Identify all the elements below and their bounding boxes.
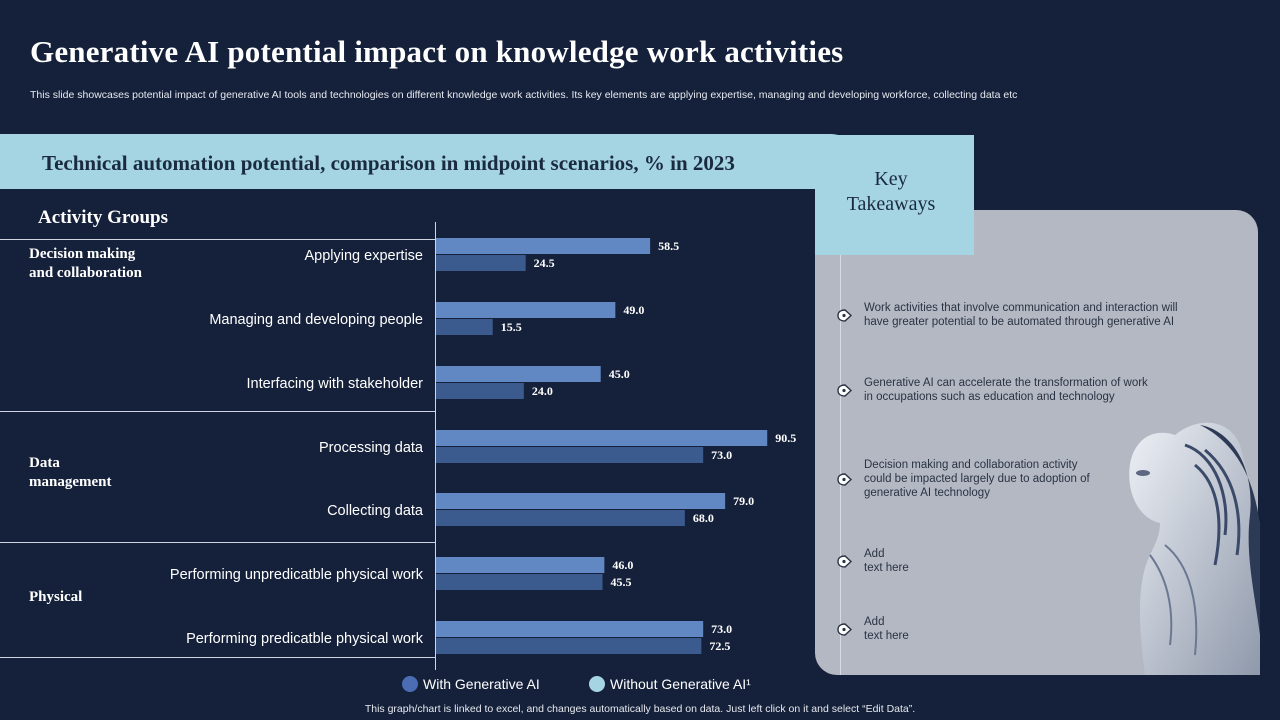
group-label-line: Decision making (29, 246, 136, 262)
data-label: 15.5 (501, 320, 522, 334)
category-label: Managing and developing people (209, 312, 423, 328)
chart-title: Technical automation potential, comparis… (42, 151, 735, 175)
takeaway-text: in occupations such as education and tec… (864, 391, 1115, 403)
group-label-data: Data management (29, 454, 199, 492)
group-divider (0, 542, 436, 543)
group-label-line: Physical (29, 589, 83, 605)
takeaway-text: Decision making and collaboration activi… (864, 459, 1078, 471)
category-label: Performing predicatble physical work (186, 631, 424, 647)
data-label: 49.0 (623, 303, 644, 317)
bullet-pointer-icon (837, 473, 853, 486)
key-takeaways-line: Key (874, 168, 908, 190)
takeaway-text: Add (864, 548, 885, 560)
category-label: Applying expertise (305, 248, 424, 264)
category-label: Collecting data (327, 503, 424, 519)
bar-with-ai (436, 493, 726, 509)
data-label: 73.0 (711, 622, 732, 636)
takeaway-text: text here (864, 630, 909, 642)
data-label: 46.0 (612, 558, 633, 572)
group-divider (0, 657, 436, 658)
bar-with-ai (436, 238, 651, 254)
takeaway-text: could be impacted largely due to adoptio… (864, 473, 1090, 485)
data-label: 90.5 (775, 431, 796, 445)
bar-with-ai (436, 557, 605, 573)
data-label: 68.0 (693, 511, 714, 525)
bar-without-ai (436, 510, 685, 526)
bullet-pointer-icon (837, 384, 853, 397)
takeaway-text: have greater potential to be automated t… (864, 316, 1175, 328)
bar-without-ai (436, 447, 704, 463)
data-label: 72.5 (709, 639, 730, 653)
chart-banner (0, 134, 858, 189)
data-label: 45.0 (609, 367, 630, 381)
legend-swatch-with-ai (402, 676, 418, 692)
takeaway-text: Add (864, 616, 885, 628)
data-label: 24.5 (534, 256, 555, 270)
bar-without-ai (436, 255, 526, 271)
bullet-pointer-icon (837, 623, 853, 636)
bullet-pointer-icon (837, 309, 853, 322)
takeaway-item: Generative AI can accelerate the transfo… (864, 376, 1148, 404)
takeaway-text: generative AI technology (864, 487, 990, 499)
bar-without-ai (436, 574, 603, 590)
group-label-physical: Physical (29, 588, 199, 607)
group-divider (0, 239, 436, 240)
data-label: 73.0 (711, 448, 732, 462)
takeaway-text: Work activities that involve communicati… (864, 302, 1178, 314)
group-divider (0, 411, 436, 412)
bar-chart: Applying expertise 58.5 24.5 Managing and d… (170, 238, 796, 654)
group-label-line: and collaboration (29, 265, 142, 281)
slide-title: Generative AI potential impact on knowle… (30, 34, 844, 69)
takeaways-timeline (840, 255, 841, 675)
category-label: Processing data (319, 440, 424, 456)
bar-with-ai (436, 430, 768, 446)
bar-with-ai (436, 621, 704, 637)
bullet-pointer-icon (837, 555, 853, 568)
takeaway-item: Work activities that involve communicati… (864, 301, 1178, 329)
bar-without-ai (436, 638, 702, 654)
takeaway-text: Generative AI can accelerate the transfo… (864, 377, 1148, 389)
key-takeaways-header (815, 135, 974, 255)
legend-item-with-ai: With Generative AI (402, 676, 540, 692)
key-takeaways-title: Key Takeaways (815, 167, 967, 217)
takeaway-item: Decision making and collaboration activi… (864, 458, 1090, 500)
takeaway-item: Add text here (864, 547, 909, 575)
activity-groups-heading: Activity Groups (38, 207, 169, 228)
data-label: 58.5 (658, 239, 679, 253)
group-label-line: management (29, 474, 112, 490)
bar-without-ai (436, 319, 493, 335)
takeaway-item: Add text here (864, 615, 909, 643)
group-label-line: Data (29, 455, 60, 471)
bar-with-ai (436, 366, 601, 382)
key-takeaways-line: Takeaways (846, 193, 936, 215)
category-label: Performing unpredicatble physical work (170, 567, 424, 583)
group-label-decision: Decision making and collaboration (29, 245, 199, 283)
legend-swatch-without-ai (589, 676, 605, 692)
data-label: 45.5 (611, 575, 632, 589)
footnote: This graph/chart is linked to excel, and… (364, 703, 916, 715)
legend-label: With Generative AI (423, 676, 540, 692)
bar-without-ai (436, 383, 524, 399)
legend-label: Without Generative AI¹ (610, 676, 751, 692)
category-label: Interfacing with stakeholder (246, 376, 423, 392)
ai-robot-illustration (1129, 422, 1260, 675)
takeaway-text: text here (864, 562, 909, 574)
bar-with-ai (436, 302, 616, 318)
data-label: 79.0 (733, 494, 754, 508)
slide-subtitle: This slide showcases potential impact of… (30, 89, 1018, 101)
chart-axis (435, 222, 436, 670)
data-label: 24.0 (532, 384, 553, 398)
legend-item-without-ai: Without Generative AI¹ (589, 676, 751, 692)
